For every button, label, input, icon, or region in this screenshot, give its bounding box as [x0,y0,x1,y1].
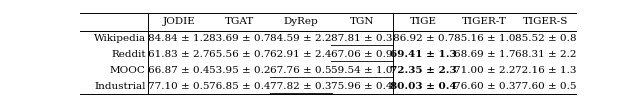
Text: TIGER-T: TIGER-T [462,17,507,26]
Text: TGAT: TGAT [225,17,255,26]
Text: 67.06 ± 0.9: 67.06 ± 0.9 [332,50,393,59]
Text: 62.91 ± 2.4: 62.91 ± 2.4 [270,50,332,59]
Text: 77.60 ± 0.5: 77.60 ± 0.5 [515,82,576,91]
Text: 76.60 ± 0.3: 76.60 ± 0.3 [454,82,515,91]
Text: 66.87 ± 0.4: 66.87 ± 0.4 [148,66,210,75]
Text: MOOC: MOOC [110,66,146,75]
Text: 85.52 ± 0.8: 85.52 ± 0.8 [515,34,576,43]
Text: JODIE: JODIE [163,17,195,26]
Text: 53.95 ± 0.2: 53.95 ± 0.2 [209,66,271,75]
Text: 84.84 ± 1.2: 84.84 ± 1.2 [148,34,210,43]
Text: 67.76 ± 0.5: 67.76 ± 0.5 [270,66,332,75]
Text: 61.83 ± 2.7: 61.83 ± 2.7 [148,50,210,59]
Text: 75.96 ± 0.4: 75.96 ± 0.4 [332,82,393,91]
Text: Wikipedia: Wikipedia [93,34,146,43]
Text: 68.69 ± 1.7: 68.69 ± 1.7 [454,50,515,59]
Text: 86.92 ± 0.7: 86.92 ± 0.7 [392,34,454,43]
Text: 77.82 ± 0.3: 77.82 ± 0.3 [270,82,332,91]
Text: Industrial: Industrial [94,82,146,91]
Text: 72.16 ± 1.3: 72.16 ± 1.3 [515,66,576,75]
Text: TIGE: TIGE [410,17,436,26]
Text: 59.54 ± 1.0: 59.54 ± 1.0 [332,66,393,75]
Text: 84.59 ± 2.2: 84.59 ± 2.2 [270,34,332,43]
Text: 69.41 ± 1.3: 69.41 ± 1.3 [390,50,456,59]
Text: TIGER-S: TIGER-S [523,17,568,26]
Text: Reddit: Reddit [111,50,146,59]
Text: 71.00 ± 2.2: 71.00 ± 2.2 [454,66,515,75]
Text: 68.31 ± 2.2: 68.31 ± 2.2 [515,50,576,59]
Text: 65.56 ± 0.7: 65.56 ± 0.7 [209,50,271,59]
Text: 76.85 ± 0.4: 76.85 ± 0.4 [209,82,271,91]
Text: 77.10 ± 0.5: 77.10 ± 0.5 [148,82,210,91]
Text: 80.03 ± 0.4: 80.03 ± 0.4 [390,82,456,91]
Text: 83.69 ± 0.7: 83.69 ± 0.7 [209,34,271,43]
Text: 87.81 ± 0.3: 87.81 ± 0.3 [332,34,393,43]
Text: TGN: TGN [350,17,374,26]
Text: 72.35 ± 2.3: 72.35 ± 2.3 [390,66,456,75]
Text: 85.16 ± 1.0: 85.16 ± 1.0 [454,34,515,43]
Text: DyRep: DyRep [284,17,319,26]
